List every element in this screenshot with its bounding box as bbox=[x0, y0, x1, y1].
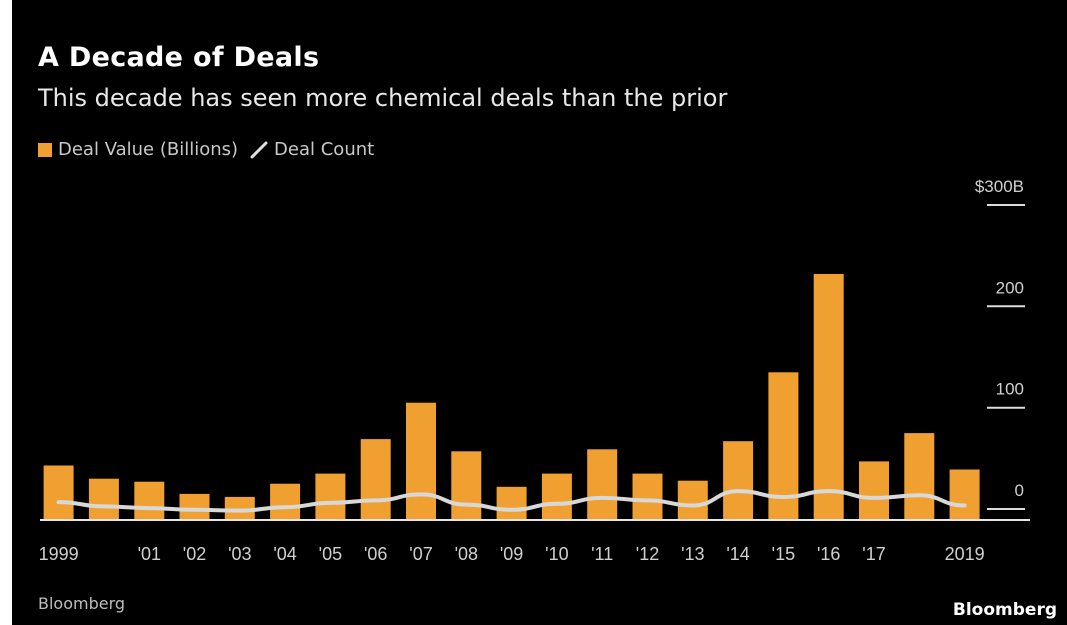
legend-label-deal-count: Deal Count bbox=[274, 139, 375, 160]
bar-06 bbox=[360, 439, 391, 520]
chart-title: A Decade of Deals bbox=[38, 42, 320, 73]
x-tick-label-1999: 1999 bbox=[39, 544, 79, 564]
brand-logo: Bloomberg bbox=[952, 600, 1057, 620]
y-tick-label-200: 200 bbox=[996, 278, 1024, 297]
x-tick-label-12: '12 bbox=[636, 544, 659, 564]
bar-03 bbox=[224, 496, 255, 520]
bar-1999 bbox=[43, 465, 74, 520]
x-tick-label-06: '06 bbox=[364, 544, 387, 564]
x-tick-label-02: '02 bbox=[183, 544, 206, 564]
bar-09 bbox=[496, 486, 527, 520]
source-label: Bloomberg bbox=[38, 594, 126, 613]
chart-legend: Deal Value (Billions) Deal Count bbox=[38, 139, 374, 160]
square-swatch-icon bbox=[38, 142, 52, 157]
bar-16 bbox=[813, 274, 844, 520]
x-tick-label-14: '14 bbox=[726, 544, 749, 564]
bar-11 bbox=[587, 449, 618, 520]
bar-14 bbox=[723, 441, 754, 520]
x-tick-label-17: '17 bbox=[862, 544, 885, 564]
y-tick-label-0: 0 bbox=[1015, 481, 1024, 500]
x-tick-label-08: '08 bbox=[455, 544, 478, 564]
legend-label-deal-value: Deal Value (Billions) bbox=[58, 139, 239, 160]
x-tick-label-04: '04 bbox=[273, 544, 296, 564]
bar-12 bbox=[632, 473, 663, 520]
chart-plot: 0 100 200 $300B 1999 '01 '02 '03 '04 '05 '06 '07 '08… bbox=[39, 177, 1030, 564]
bar-08 bbox=[451, 451, 482, 520]
chart-subtitle: This decade has seen more chemical deals… bbox=[38, 84, 728, 112]
x-tick-label-05: '05 bbox=[319, 544, 342, 564]
bar-18 bbox=[904, 433, 935, 520]
x-tick-label-11: '11 bbox=[591, 544, 613, 564]
bar-10 bbox=[541, 473, 572, 520]
x-tick-label-01: '01 bbox=[138, 544, 161, 564]
bar-2019 bbox=[949, 469, 980, 520]
x-tick-label-16: '16 bbox=[817, 544, 840, 564]
bar-01 bbox=[134, 481, 165, 520]
bar-02 bbox=[179, 493, 210, 520]
x-tick-label-03: '03 bbox=[228, 544, 251, 564]
bar-17 bbox=[859, 461, 889, 520]
x-tick-label-15: '15 bbox=[772, 544, 795, 564]
slash-line-icon bbox=[250, 141, 268, 158]
bar-13 bbox=[677, 480, 708, 520]
x-tick-label-2019: 2019 bbox=[945, 544, 985, 564]
chart-panel: A Decade of Deals This decade has seen m… bbox=[12, 0, 1067, 625]
bar-07 bbox=[406, 402, 436, 520]
bar-00 bbox=[88, 478, 119, 520]
x-tick-label-10: '10 bbox=[545, 544, 568, 564]
x-tick-label-13: '13 bbox=[681, 544, 704, 564]
bar-05 bbox=[315, 473, 346, 520]
x-tick-label-07: '07 bbox=[409, 544, 432, 564]
y-tick-label-300: $300B bbox=[975, 177, 1024, 196]
bar-04 bbox=[270, 483, 301, 520]
x-tick-label-09: '09 bbox=[500, 544, 523, 564]
y-tick-label-100: 100 bbox=[996, 380, 1024, 399]
